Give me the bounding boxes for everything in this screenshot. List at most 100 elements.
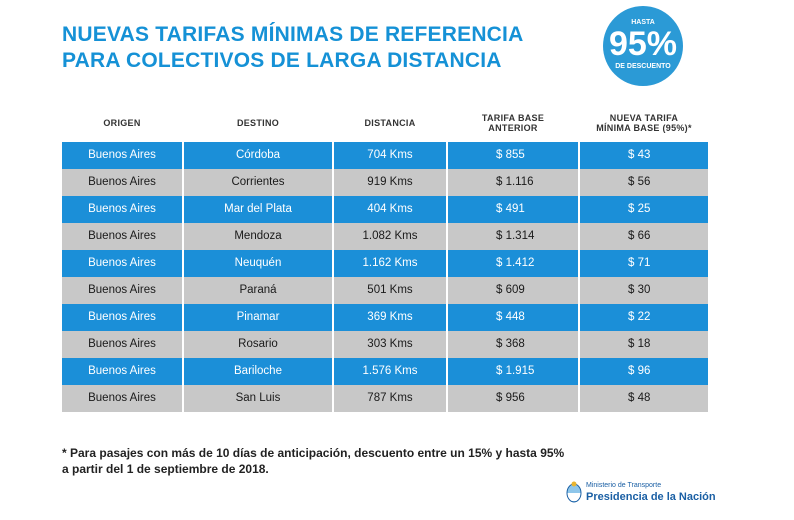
cell-nueva-tarifa: $ 66 — [628, 230, 651, 242]
cell-origen: Buenos Aires — [88, 338, 156, 350]
column-separator — [332, 385, 334, 412]
cell-tarifa-anterior: $ 609 — [496, 284, 525, 296]
cell-distancia: 1.082 Kms — [362, 230, 418, 242]
column-separator — [446, 250, 448, 277]
cell-origen: Buenos Aires — [88, 176, 156, 188]
cell-distancia: 501 Kms — [367, 284, 413, 296]
table-row: Buenos Aires Córdoba 704 Kms $ 855 $ 43 — [62, 142, 708, 169]
column-separator — [332, 223, 334, 250]
presidency-name: Presidencia de la Nación — [586, 491, 716, 503]
column-separator — [182, 142, 184, 169]
cell-nueva-tarifa: $ 56 — [628, 176, 651, 188]
cell-distancia: 303 Kms — [367, 338, 413, 350]
header-tarifa-anterior: TARIFA BASE ANTERIOR — [448, 108, 578, 138]
cell-nueva-tarifa: $ 96 — [628, 365, 651, 377]
column-separator — [446, 223, 448, 250]
cell-tarifa-anterior: $ 448 — [496, 311, 525, 323]
header-tarifa-anterior-line-2: ANTERIOR — [488, 123, 538, 133]
column-separator — [446, 358, 448, 385]
cell-distancia: 369 Kms — [367, 311, 413, 323]
page-title: NUEVAS TARIFAS MÍNIMAS DE REFERENCIA PAR… — [62, 22, 523, 74]
cell-destino: Neuquén — [234, 257, 282, 269]
column-separator — [332, 169, 334, 196]
header-destino: DESTINO — [236, 118, 280, 128]
badge-bottom-text: DE DESCUENTO — [615, 63, 671, 70]
cell-tarifa-anterior: $ 956 — [496, 392, 525, 404]
table-header: ORIGEN DESTINO DISTANCIA TARIFA BASE ANT… — [0, 108, 794, 138]
header-distancia: DISTANCIA — [364, 118, 416, 128]
cell-nueva-tarifa: $ 48 — [628, 392, 651, 404]
cell-nueva-tarifa: $ 25 — [628, 203, 651, 215]
column-separator — [578, 169, 580, 196]
column-separator — [446, 196, 448, 223]
header-nueva-tarifa-line-2: MÍNIMA BASE (95%)* — [596, 123, 692, 133]
column-separator — [182, 250, 184, 277]
title-line-1: NUEVAS TARIFAS MÍNIMAS DE REFERENCIA — [62, 23, 524, 46]
column-separator — [182, 331, 184, 358]
badge-percent: 95% — [608, 25, 678, 63]
cell-nueva-tarifa: $ 22 — [628, 311, 651, 323]
table-row: Buenos Aires Pinamar 369 Kms $ 448 $ 22 — [62, 304, 708, 331]
table-body: Buenos Aires Córdoba 704 Kms $ 855 $ 43 Bueno… — [62, 142, 708, 412]
header-origen: ORIGEN — [103, 118, 141, 128]
table-row: Buenos Aires Paraná 501 Kms $ 609 $ 30 — [62, 277, 708, 304]
ministry-name: Ministerio de Transporte — [586, 482, 662, 489]
cell-destino: Corrientes — [231, 176, 285, 188]
column-separator — [578, 331, 580, 358]
column-separator — [332, 196, 334, 223]
cell-origen: Buenos Aires — [88, 149, 156, 161]
cell-origen: Buenos Aires — [88, 257, 156, 269]
table-row: Buenos Aires Bariloche 1.576 Kms $ 1.915 $ 9… — [62, 358, 708, 385]
column-separator — [578, 277, 580, 304]
cell-tarifa-anterior: $ 855 — [496, 149, 525, 161]
column-separator — [332, 250, 334, 277]
cell-nueva-tarifa: $ 43 — [628, 149, 651, 161]
cell-tarifa-anterior: $ 368 — [496, 338, 525, 350]
table-row: Buenos Aires Corrientes 919 Kms $ 1.116 $ 56 — [62, 169, 708, 196]
column-separator — [578, 385, 580, 412]
cell-distancia: 1.576 Kms — [362, 365, 418, 377]
column-separator — [578, 196, 580, 223]
cell-tarifa-anterior: $ 1.915 — [496, 365, 535, 377]
header-tarifa-anterior-line-1: TARIFA BASE — [481, 113, 545, 123]
cell-nueva-tarifa: $ 30 — [628, 284, 651, 296]
cell-tarifa-anterior: $ 1.314 — [496, 230, 535, 242]
badge-top-text: HASTA — [631, 19, 655, 26]
coat-of-arms-icon — [566, 481, 582, 503]
column-separator — [332, 142, 334, 169]
footnote-line-1: * Para pasajes con más de 10 días de ant… — [62, 446, 565, 460]
cell-origen: Buenos Aires — [88, 311, 156, 323]
header-nueva-tarifa-line-1: NUEVA TARIFA — [609, 113, 679, 123]
column-separator — [446, 331, 448, 358]
cell-distancia: 1.162 Kms — [362, 257, 418, 269]
column-separator — [578, 142, 580, 169]
cell-destino: Pinamar — [236, 311, 280, 323]
title-line-2: PARA COLECTIVOS DE LARGA DISTANCIA — [62, 49, 502, 72]
footnote-line-2: a partir del 1 de septiembre de 2018. — [62, 462, 269, 476]
cell-origen: Buenos Aires — [88, 392, 156, 404]
column-separator — [446, 385, 448, 412]
cell-distancia: 787 Kms — [367, 392, 413, 404]
column-separator — [446, 169, 448, 196]
cell-origen: Buenos Aires — [88, 284, 156, 296]
cell-destino: Paraná — [239, 284, 277, 296]
column-separator — [446, 304, 448, 331]
discount-badge: HASTA 95% DE DESCUENTO — [603, 6, 683, 86]
column-separator — [578, 304, 580, 331]
cell-destino: Mendoza — [234, 230, 282, 242]
column-separator — [446, 142, 448, 169]
footnote: * Para pasajes con más de 10 días de ant… — [62, 445, 682, 477]
cell-tarifa-anterior: $ 491 — [496, 203, 525, 215]
cell-distancia: 704 Kms — [367, 149, 413, 161]
cell-tarifa-anterior: $ 1.412 — [496, 257, 535, 269]
header-nueva-tarifa: NUEVA TARIFA MÍNIMA BASE (95%)* — [580, 108, 708, 138]
cell-tarifa-anterior: $ 1.116 — [496, 176, 534, 188]
cell-origen: Buenos Aires — [88, 203, 156, 215]
column-separator — [578, 358, 580, 385]
cell-distancia: 919 Kms — [367, 176, 413, 188]
column-separator — [182, 223, 184, 250]
cell-destino: Rosario — [238, 338, 278, 350]
column-separator — [182, 304, 184, 331]
cell-origen: Buenos Aires — [88, 365, 156, 377]
table-row: Buenos Aires Rosario 303 Kms $ 368 $ 18 — [62, 331, 708, 358]
